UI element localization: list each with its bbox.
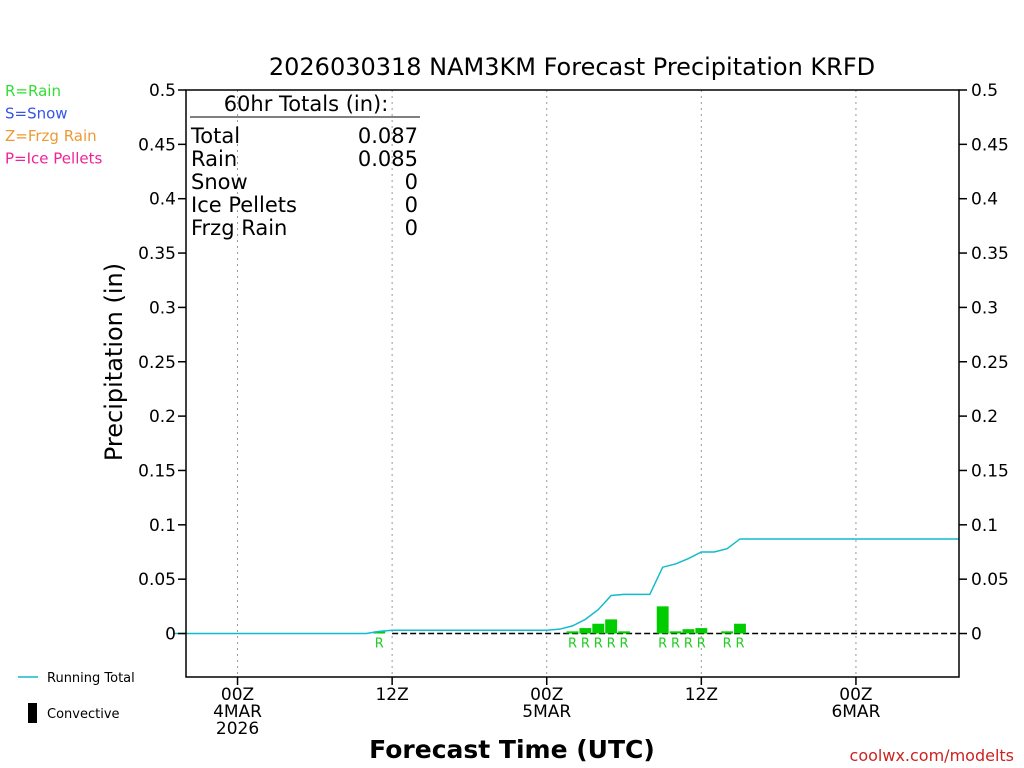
bars	[373, 606, 746, 634]
precip-bar	[605, 619, 618, 634]
ptype-marker: R	[568, 637, 577, 652]
credit-text: coolwx.com/modelts	[850, 746, 1014, 765]
y-tick-label-left: 0.45	[138, 135, 176, 155]
ptype-marker: R	[723, 637, 732, 652]
y-tick-label-left: 0.05	[138, 570, 176, 590]
totals-row-label: Ice Pellets	[191, 193, 297, 217]
convective-legend-swatch	[28, 703, 37, 723]
totals-row-label: Rain	[191, 147, 237, 171]
y-tick-label-right: 0.15	[971, 461, 1009, 481]
y-axis-right: 0 0.05 0.1 0.15 0.2 0.25 0.3 0.35 0.4 0.45 0.5	[959, 81, 1009, 645]
ptype-marker: R	[375, 637, 384, 652]
ptype-legend-item: Z=Frzg Rain	[5, 127, 97, 145]
y-tick-label-left: 0.35	[138, 244, 176, 264]
precip-bar	[734, 623, 746, 634]
ptype-marker: R	[684, 637, 693, 652]
y-tick-label-right: 0.35	[971, 244, 1009, 264]
totals-row-value: 0	[405, 216, 418, 240]
precip-bar	[579, 628, 592, 634]
y-tick-label-right: 0.3	[971, 298, 998, 318]
precip-bar	[695, 628, 708, 634]
totals-row-value: 0	[405, 193, 418, 217]
totals-row-label: Total	[190, 124, 240, 148]
ptype-marker: R	[607, 637, 616, 652]
y-tick-label-left: 0	[165, 625, 176, 645]
x-tick-label: 00Z	[530, 685, 563, 705]
y-tick-label-right: 0.1	[971, 516, 998, 536]
ptype-legend-item: P=Ice Pellets	[5, 150, 102, 168]
x-tick-label: 6MAR	[831, 702, 880, 722]
y-axis-label: Precipitation (in)	[100, 263, 128, 461]
x-tick-label: 00Z	[839, 685, 872, 705]
ptype-legend-item: R=Rain	[5, 82, 61, 100]
y-tick-label-left: 0.15	[138, 461, 176, 481]
ptype-marker: R	[658, 637, 667, 652]
totals-row-value: 0	[405, 170, 418, 194]
precip-bar	[618, 631, 630, 634]
precip-bar	[566, 631, 579, 634]
precip-bar	[721, 631, 734, 634]
ptype-marker: R	[697, 637, 706, 652]
x-tick-label: 12Z	[375, 685, 408, 705]
running-total-legend-label: Running Total	[47, 671, 135, 686]
y-tick-label-left: 0.25	[138, 353, 176, 373]
precip-bar	[592, 623, 605, 634]
y-tick-label-left: 0.4	[149, 190, 176, 210]
precip-bar	[682, 629, 695, 634]
totals-header: 60hr Totals (in):	[224, 92, 389, 116]
totals-row-label: Snow	[191, 170, 248, 194]
grid-lines	[237, 90, 959, 677]
precip-bar	[373, 631, 386, 634]
y-tick-label-right: 0.4	[971, 190, 998, 210]
y-tick-label-left: 0.1	[149, 516, 176, 536]
x-tick-label: 2026	[216, 719, 259, 739]
ptype-marker: R	[620, 637, 629, 652]
y-tick-label-right: 0.2	[971, 407, 998, 427]
ptype-marker: R	[594, 637, 603, 652]
y-tick-label-right: 0.45	[971, 135, 1009, 155]
y-tick-label-right: 0.25	[971, 353, 1009, 373]
y-tick-label-left: 0.2	[149, 407, 176, 427]
chart-title: 2026030318 NAM3KM Forecast Precipitation…	[269, 53, 875, 81]
y-tick-label-right: 0	[971, 625, 982, 645]
x-tick-label: 4MAR	[213, 702, 262, 722]
x-tick-label: 00Z	[221, 685, 254, 705]
ptype-legend: R=Rain S=Snow Z=Frzg Rain P=Ice Pellets	[5, 82, 102, 168]
ptype-marker: R	[671, 637, 680, 652]
series-legend: Running Total Convective	[18, 671, 135, 723]
ptype-legend-item: S=Snow	[5, 105, 68, 123]
x-tick-label: 5MAR	[522, 702, 571, 722]
y-tick-label-right: 0.05	[971, 570, 1009, 590]
convective-legend-label: Convective	[47, 707, 120, 722]
x-tick-label: 12Z	[685, 685, 718, 705]
totals-row-value: 0.085	[358, 147, 418, 171]
totals-box: 60hr Totals (in): Total 0.087 Rain 0.085 Sno…	[190, 92, 420, 240]
totals-row-label: Frzg Rain	[191, 216, 287, 240]
y-tick-label-left: 0.3	[149, 298, 176, 318]
y-axis-left: 0 0.05 0.1 0.15 0.2 0.25 0.3 0.35 0.4 0.45 0.5	[138, 81, 186, 645]
x-axis-label: Forecast Time (UTC)	[369, 735, 655, 764]
precip-bar	[656, 606, 669, 634]
running-total-polyline	[173, 538, 959, 635]
running-total-line	[173, 538, 959, 635]
y-tick-label-right: 0.5	[971, 81, 998, 101]
totals-row-value: 0.087	[358, 124, 418, 148]
plot-frame	[185, 89, 960, 678]
ptype-marker: R	[581, 637, 590, 652]
ptype-marker: R	[735, 637, 744, 652]
precip-bar	[669, 631, 682, 634]
y-tick-label-left: 0.5	[149, 81, 176, 101]
